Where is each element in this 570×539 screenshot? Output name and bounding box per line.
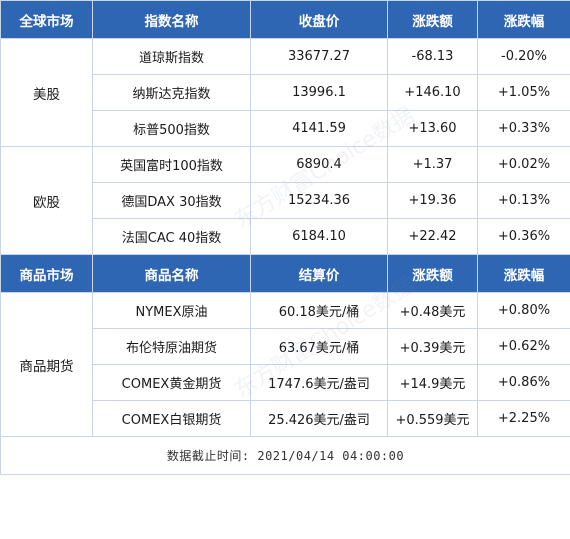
header-index-name: 指数名称 <box>92 0 251 39</box>
change-pct: +0.02% <box>477 146 570 183</box>
change: +0.39美元 <box>387 328 478 365</box>
table-row: 德国DAX 30指数 15234.36 +19.36 +0.13% <box>1 182 570 219</box>
close-price: 6890.4 <box>250 146 388 183</box>
change-pct: +0.62% <box>477 328 570 365</box>
change: +14.9美元 <box>387 364 478 401</box>
table-row: 欧股 英国富时100指数 6890.4 +1.37 +0.02% <box>0 146 570 255</box>
market-table: 全球市场 指数名称 收盘价 涨跌额 涨跌幅 美股 道琼斯指数 33677.27 … <box>0 0 570 475</box>
change-pct: +0.33% <box>477 110 570 147</box>
header-commodity-name: 商品名称 <box>92 254 251 293</box>
change-pct: +2.25% <box>477 400 570 437</box>
data-cutoff-time: 数据截止时间: 2021/04/14 04:00:00 <box>0 436 570 475</box>
close-price: 33677.27 <box>250 38 388 75</box>
region-commodity: 商品期货 <box>0 292 93 437</box>
table-row: 法国CAC 40指数 6184.10 +22.42 +0.36% <box>1 218 570 255</box>
header-global-market: 全球市场 <box>0 0 93 39</box>
header-row-commodities: 商品市场 商品名称 结算价 涨跌额 涨跌幅 <box>0 254 570 293</box>
settle-price: 1747.6美元/盎司 <box>250 364 388 401</box>
region-us: 美股 <box>0 38 93 147</box>
settle-price: 60.18美元/桶 <box>250 292 388 329</box>
index-name: 标普500指数 <box>92 110 251 147</box>
header-commodity-market: 商品市场 <box>0 254 93 293</box>
commodity-name: NYMEX原油 <box>92 292 251 329</box>
change-pct: +0.86% <box>477 364 570 401</box>
change: +0.559美元 <box>387 400 478 437</box>
change: +22.42 <box>387 218 478 255</box>
change-pct: +0.13% <box>477 182 570 219</box>
settle-price: 63.67美元/桶 <box>250 328 388 365</box>
header-row-indices: 全球市场 指数名称 收盘价 涨跌额 涨跌幅 <box>0 0 570 39</box>
header-settle-price: 结算价 <box>250 254 388 293</box>
change: +0.48美元 <box>387 292 478 329</box>
table-row: 商品期货 NYMEX原油 60.18美元/桶 +0.48美元 +0.80% <box>0 292 570 437</box>
header-change-pct: 涨跌幅 <box>477 0 570 39</box>
change: +1.37 <box>387 146 478 183</box>
change: +13.60 <box>387 110 478 147</box>
change-pct: +0.80% <box>477 292 570 329</box>
index-name: 德国DAX 30指数 <box>92 182 251 219</box>
change-pct: +0.36% <box>477 218 570 255</box>
close-price: 15234.36 <box>250 182 388 219</box>
close-price: 4141.59 <box>250 110 388 147</box>
change-pct: -0.20% <box>477 38 570 75</box>
header-change: 涨跌额 <box>387 0 478 39</box>
index-name: 纳斯达克指数 <box>92 74 251 111</box>
commodity-name: COMEX白银期货 <box>92 400 251 437</box>
change-pct: +1.05% <box>477 74 570 111</box>
change: -68.13 <box>387 38 478 75</box>
header-close-price: 收盘价 <box>250 0 388 39</box>
table-row: COMEX白银期货 25.426美元/盎司 +0.559美元 +2.25% <box>1 400 570 437</box>
table-row: 标普500指数 4141.59 +13.60 +0.33% <box>1 110 570 147</box>
change: +146.10 <box>387 74 478 111</box>
close-price: 6184.10 <box>250 218 388 255</box>
table-row: 美股 道琼斯指数 33677.27 -68.13 -0.20% <box>0 38 570 147</box>
footer-row: 数据截止时间: 2021/04/14 04:00:00 <box>0 436 570 475</box>
header-change: 涨跌额 <box>387 254 478 293</box>
settle-price: 25.426美元/盎司 <box>250 400 388 437</box>
index-name: 道琼斯指数 <box>92 38 251 75</box>
close-price: 13996.1 <box>250 74 388 111</box>
index-name: 法国CAC 40指数 <box>92 218 251 255</box>
commodity-name: 布伦特原油期货 <box>92 328 251 365</box>
table-row: 布伦特原油期货 63.67美元/桶 +0.39美元 +0.62% <box>1 328 570 365</box>
commodity-name: COMEX黄金期货 <box>92 364 251 401</box>
table-row: 纳斯达克指数 13996.1 +146.10 +1.05% <box>1 74 570 111</box>
header-change-pct: 涨跌幅 <box>477 254 570 293</box>
change: +19.36 <box>387 182 478 219</box>
table-row: COMEX黄金期货 1747.6美元/盎司 +14.9美元 +0.86% <box>1 364 570 401</box>
index-name: 英国富时100指数 <box>92 146 251 183</box>
region-eu: 欧股 <box>0 146 93 255</box>
